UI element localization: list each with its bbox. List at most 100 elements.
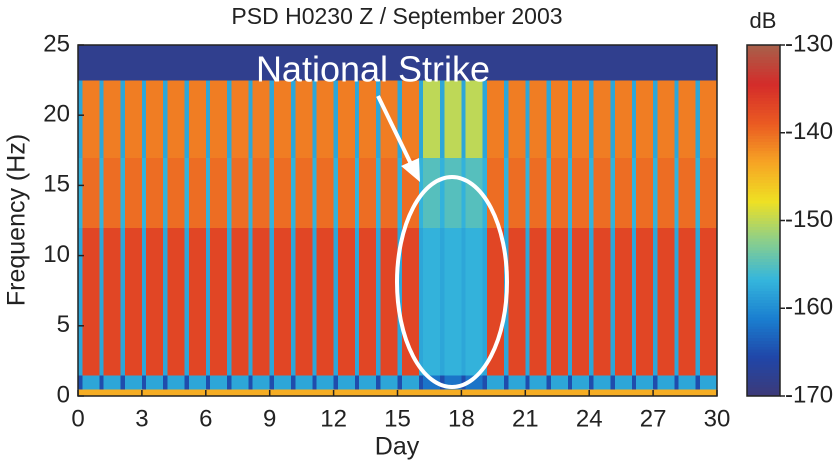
cell bbox=[674, 227, 680, 376]
y-tick-label: 15 bbox=[43, 171, 70, 198]
colorbar bbox=[747, 45, 780, 397]
cell bbox=[465, 374, 484, 390]
cell bbox=[120, 227, 126, 376]
cell bbox=[227, 227, 232, 376]
cell bbox=[376, 157, 381, 229]
colorbar-swatch bbox=[747, 220, 780, 224]
cell bbox=[295, 45, 313, 81]
colorbar-swatch bbox=[747, 305, 780, 309]
cell bbox=[227, 374, 232, 390]
cell bbox=[146, 157, 164, 229]
cell bbox=[525, 388, 531, 397]
cell bbox=[337, 157, 356, 229]
colorbar-swatch bbox=[747, 308, 780, 312]
cell bbox=[525, 227, 531, 376]
colorbar-swatch bbox=[747, 390, 780, 394]
colorbar-swatch bbox=[747, 369, 780, 374]
cell bbox=[78, 80, 83, 158]
colorbar-swatch bbox=[747, 103, 780, 107]
colorbar-swatch bbox=[747, 144, 780, 148]
cell bbox=[699, 45, 718, 81]
cell bbox=[653, 80, 658, 158]
cell bbox=[418, 80, 424, 158]
colorbar-swatch bbox=[747, 135, 780, 140]
colorbar-swatch bbox=[747, 352, 780, 356]
colorbar-swatch bbox=[747, 173, 780, 178]
cell bbox=[529, 80, 548, 158]
cell bbox=[273, 227, 292, 376]
cell bbox=[461, 45, 467, 81]
cell bbox=[146, 388, 164, 397]
cell bbox=[312, 374, 318, 390]
cell bbox=[120, 80, 126, 158]
cell bbox=[572, 80, 590, 158]
y-tick-label: 10 bbox=[43, 241, 70, 268]
colorbar-swatch bbox=[747, 240, 780, 245]
cell bbox=[653, 388, 658, 397]
cell bbox=[359, 227, 377, 376]
cell bbox=[440, 388, 445, 397]
colorbar-swatch bbox=[747, 349, 780, 353]
cell bbox=[210, 227, 228, 376]
colorbar-swatch bbox=[747, 355, 780, 359]
cell bbox=[380, 227, 398, 376]
cell bbox=[397, 45, 403, 81]
cell bbox=[529, 388, 548, 397]
colorbar-swatch bbox=[747, 45, 780, 49]
arrow-head bbox=[401, 158, 420, 182]
cell bbox=[508, 45, 526, 81]
cell bbox=[550, 80, 569, 158]
colorbar-swatch bbox=[747, 123, 780, 128]
cell bbox=[695, 157, 701, 229]
cell bbox=[678, 374, 697, 390]
colorbar-swatch bbox=[747, 366, 780, 371]
cell bbox=[631, 157, 637, 229]
colorbar-tick-label: -170 bbox=[785, 381, 833, 408]
cell bbox=[695, 80, 701, 158]
cell bbox=[418, 374, 424, 390]
cell bbox=[99, 157, 105, 229]
cell bbox=[631, 45, 637, 81]
cell bbox=[674, 374, 680, 390]
colorbar-label: dB bbox=[750, 8, 777, 33]
cell bbox=[486, 45, 505, 81]
cell bbox=[141, 374, 147, 390]
cell bbox=[316, 374, 335, 390]
cell bbox=[120, 45, 126, 81]
cell bbox=[508, 374, 526, 390]
cell bbox=[248, 80, 254, 158]
cell bbox=[252, 80, 271, 158]
colorbar-swatch bbox=[747, 340, 780, 344]
cell bbox=[567, 227, 573, 376]
cell bbox=[210, 157, 228, 229]
cell bbox=[614, 45, 633, 81]
colorbar-swatch bbox=[747, 80, 780, 84]
cell bbox=[657, 157, 675, 229]
cell bbox=[678, 45, 697, 81]
cell bbox=[593, 388, 611, 397]
cell bbox=[184, 45, 190, 81]
cell bbox=[653, 45, 658, 81]
cell bbox=[316, 388, 335, 397]
cell bbox=[291, 227, 296, 376]
cell bbox=[508, 80, 526, 158]
cell bbox=[337, 388, 356, 397]
cell bbox=[423, 80, 441, 158]
cell bbox=[252, 157, 271, 229]
cell bbox=[610, 374, 616, 390]
x-tick-label: 6 bbox=[199, 405, 212, 432]
cell bbox=[82, 374, 100, 390]
colorbar-swatch bbox=[747, 226, 780, 230]
cell bbox=[354, 157, 360, 229]
cell bbox=[252, 45, 271, 81]
cell bbox=[163, 388, 168, 397]
cell bbox=[248, 45, 254, 81]
cell bbox=[312, 227, 318, 376]
cell bbox=[120, 388, 126, 397]
colorbar-swatch bbox=[747, 325, 780, 330]
cell bbox=[82, 157, 100, 229]
cell bbox=[525, 80, 531, 158]
cell bbox=[333, 45, 339, 81]
colorbar-tick-label: -130 bbox=[785, 30, 833, 57]
cell bbox=[593, 157, 611, 229]
